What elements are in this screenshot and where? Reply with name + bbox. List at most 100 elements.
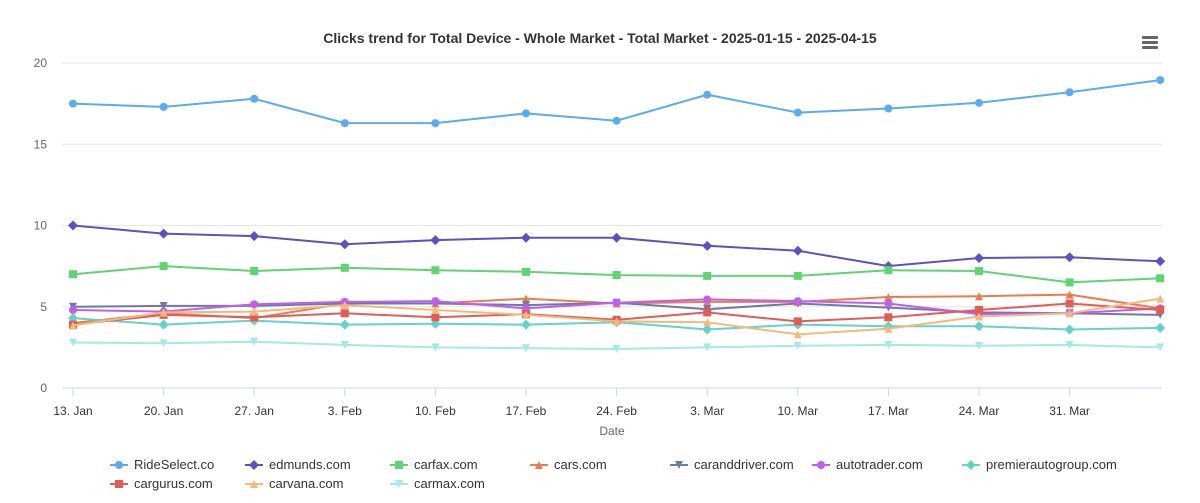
data-point-carvana-com[interactable] — [612, 317, 621, 326]
x-tick-label: 20. Jan — [144, 404, 183, 418]
data-point-rideselect-co[interactable] — [522, 109, 530, 118]
data-point-edmunds-com[interactable] — [339, 239, 350, 250]
data-point-carmax-com[interactable] — [612, 345, 621, 353]
data-point-carvana-com[interactable] — [522, 310, 530, 319]
data-point-autotrader-com[interactable] — [612, 298, 621, 307]
data-point-autotrader-com[interactable] — [703, 295, 712, 304]
data-point-autotrader-com[interactable] — [69, 306, 77, 314]
data-point-premierautogroup-com[interactable] — [974, 321, 984, 332]
data-point-cars-com[interactable] — [884, 293, 893, 301]
data-point-carvana-com[interactable] — [1156, 294, 1165, 303]
data-point-carvana-com[interactable] — [340, 301, 349, 310]
data-point-cargurus-com[interactable] — [975, 306, 983, 314]
data-point-carfax-com[interactable] — [69, 270, 77, 279]
data-point-autotrader-com[interactable] — [793, 297, 802, 306]
data-point-rideselect-co[interactable] — [250, 94, 259, 103]
chart-menu-icon[interactable] — [1140, 34, 1160, 52]
data-point-edmunds-com[interactable] — [702, 240, 713, 251]
data-point-premierautogroup-com[interactable] — [521, 319, 531, 330]
data-point-rideselect-co[interactable] — [612, 116, 621, 125]
data-point-rideselect-co[interactable] — [703, 90, 712, 99]
data-point-edmunds-com[interactable] — [158, 228, 169, 239]
data-point-carmax-com[interactable] — [340, 340, 349, 349]
data-point-carfax-com[interactable] — [250, 267, 259, 275]
data-point-rideselect-co[interactable] — [159, 102, 168, 111]
data-point-carmax-com[interactable] — [159, 339, 168, 348]
data-point-edmunds-com[interactable] — [611, 232, 622, 243]
data-point-edmunds-com[interactable] — [430, 235, 441, 246]
data-point-carmax-com[interactable] — [69, 338, 77, 347]
data-point-carfax-com[interactable] — [703, 271, 712, 280]
data-point-premierautogroup-com[interactable] — [339, 319, 350, 330]
data-point-cars-com[interactable] — [975, 292, 983, 301]
data-point-carmax-com[interactable] — [703, 343, 712, 352]
legend-label: carvana.com — [269, 476, 344, 491]
data-point-carfax-com[interactable] — [793, 271, 802, 280]
data-point-premierautogroup-com[interactable] — [1064, 324, 1075, 335]
y-tick-label: 20 — [34, 56, 48, 70]
legend-label: carmax.com — [414, 476, 485, 491]
data-point-edmunds-com[interactable] — [1064, 252, 1075, 263]
data-point-carmax-com[interactable] — [431, 343, 440, 352]
data-point-caranddriver-com[interactable] — [159, 301, 168, 310]
data-point-edmunds-com[interactable] — [974, 253, 984, 263]
data-point-premierautogroup-com[interactable] — [158, 319, 169, 330]
data-point-carfax-com[interactable] — [522, 267, 530, 276]
data-point-autotrader-com[interactable] — [250, 300, 259, 309]
data-point-rideselect-co[interactable] — [1156, 76, 1165, 85]
data-point-autotrader-com[interactable] — [884, 299, 893, 308]
data-point-cargurus-com[interactable] — [884, 313, 893, 322]
data-point-edmunds-com[interactable] — [792, 245, 803, 256]
data-point-cargurus-com[interactable] — [250, 313, 259, 322]
data-point-carvana-com[interactable] — [975, 312, 983, 321]
data-point-carmax-com[interactable] — [884, 340, 893, 349]
legend-marker-edmunds-com — [249, 460, 259, 470]
data-point-carvana-com[interactable] — [703, 318, 712, 327]
data-point-edmunds-com[interactable] — [1155, 256, 1166, 267]
data-point-carfax-com[interactable] — [975, 267, 983, 275]
line-chart: 0 5 10 15 20 13. Jan 20. Jan 27. Jan 3. Feb 10. F… — [34, 56, 1166, 438]
data-point-carvana-com[interactable] — [159, 308, 168, 317]
data-point-carmax-com[interactable] — [522, 344, 530, 353]
data-point-carmax-com[interactable] — [1156, 343, 1165, 352]
data-point-carfax-com[interactable] — [1156, 274, 1165, 283]
data-point-cargurus-com[interactable] — [340, 309, 349, 318]
data-point-premierautogroup-com[interactable] — [1155, 322, 1166, 333]
data-point-carvana-com[interactable] — [69, 321, 77, 330]
y-tick-label: 0 — [40, 381, 47, 395]
data-point-carmax-com[interactable] — [1065, 340, 1074, 349]
data-point-carfax-com[interactable] — [159, 262, 168, 271]
data-point-cargurus-com[interactable] — [1065, 299, 1074, 308]
data-point-carvana-com[interactable] — [1065, 309, 1074, 318]
data-point-rideselect-co[interactable] — [1065, 88, 1074, 97]
data-point-cargurus-com[interactable] — [793, 317, 802, 326]
data-point-edmunds-com[interactable] — [249, 231, 260, 242]
data-point-carmax-com[interactable] — [975, 341, 983, 350]
data-point-cars-com[interactable] — [1065, 290, 1074, 299]
data-point-carmax-com[interactable] — [793, 341, 802, 350]
data-point-rideselect-co[interactable] — [975, 98, 983, 107]
data-point-carmax-com[interactable] — [250, 337, 259, 346]
data-point-carfax-com[interactable] — [1065, 278, 1074, 287]
data-point-cargurus-com[interactable] — [703, 308, 712, 317]
data-point-rideselect-co[interactable] — [69, 99, 77, 108]
data-point-autotrader-com[interactable] — [431, 297, 440, 306]
data-point-carvana-com[interactable] — [431, 306, 440, 314]
data-point-carvana-com[interactable] — [250, 307, 259, 316]
data-point-cars-com[interactable] — [522, 294, 530, 303]
data-point-rideselect-co[interactable] — [793, 108, 802, 117]
data-point-carfax-com[interactable] — [340, 263, 349, 272]
data-point-carvana-com[interactable] — [884, 324, 893, 333]
data-point-carfax-com[interactable] — [431, 266, 440, 275]
data-point-carvana-com[interactable] — [793, 330, 802, 339]
data-point-rideselect-co[interactable] — [431, 119, 440, 128]
data-point-rideselect-co[interactable] — [884, 104, 893, 113]
data-point-edmunds-com[interactable] — [521, 232, 531, 243]
data-point-edmunds-com[interactable] — [68, 220, 78, 231]
data-point-premierautogroup-com[interactable] — [702, 324, 713, 335]
data-point-cargurus-com[interactable] — [1156, 306, 1165, 314]
data-point-carfax-com[interactable] — [884, 266, 893, 275]
data-point-cargurus-com[interactable] — [431, 313, 440, 322]
data-point-rideselect-co[interactable] — [340, 119, 349, 128]
data-point-carfax-com[interactable] — [612, 271, 621, 280]
